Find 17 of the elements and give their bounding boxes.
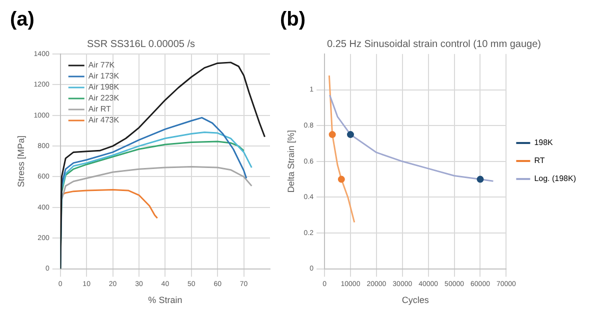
legend-label: RT bbox=[534, 156, 545, 166]
y-axis-title: Stress [MPa] bbox=[16, 136, 26, 188]
legend-label: Air 77K bbox=[88, 60, 116, 70]
legend-label: 198K bbox=[534, 138, 554, 148]
legend-label: Air 173K bbox=[88, 72, 120, 81]
text: (b) bbox=[280, 8, 306, 31]
text: (a) bbox=[10, 8, 34, 31]
x-axis-title: Cycles bbox=[402, 295, 430, 306]
legend-label: Log. (198K) bbox=[534, 174, 576, 184]
y-axis-title: Delta Strain [%] bbox=[286, 130, 296, 193]
chart-title: 0.25 Hz Sinusoidal strain control (10 mm gauge) bbox=[327, 38, 541, 50]
legend-label: Air 473K bbox=[88, 116, 120, 125]
legend-label: Air 223K bbox=[88, 94, 120, 103]
x-axis-title: % Strain bbox=[148, 295, 182, 306]
legend-label: Air 198K bbox=[88, 82, 120, 92]
legend-label: Air RT bbox=[88, 104, 112, 114]
chart-title: SSR SS316L 0.00005 /s bbox=[86, 38, 196, 50]
